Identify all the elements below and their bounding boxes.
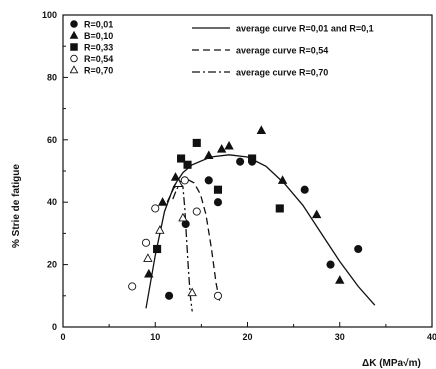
point-filled-square [177, 154, 186, 163]
point-open-circle [180, 176, 189, 185]
legend-marker-filled-triangle [69, 30, 79, 39]
point-filled-square [153, 244, 162, 254]
point-open-circle [141, 238, 151, 247]
point-filled-circle [236, 157, 245, 166]
x-tick-label: 0 [60, 332, 65, 342]
curve-legend: average curve R=0,01 and R=0,1 average cu… [192, 24, 374, 78]
point-filled-circle [326, 260, 335, 269]
point-filled-square [213, 185, 223, 194]
point-filled-square [248, 154, 257, 163]
x-tick-label: 40 [427, 332, 436, 342]
point-filled-square [192, 138, 201, 147]
y-axis-title: % Strie de fatigue [11, 164, 22, 248]
y-tick-label: 20 [47, 260, 57, 270]
plot-frame [62, 14, 433, 328]
x-axis-ticks: 0 10 20 30 40 [60, 322, 436, 342]
curve-solid [145, 154, 376, 309]
point-filled-triangle [204, 150, 214, 159]
point-open-circle [151, 204, 160, 213]
point-filled-triangle [216, 144, 227, 153]
y-axis-ticks: 0 20 40 60 80 100 [42, 10, 68, 332]
point-filled-triangle [170, 172, 181, 181]
curve-dashed [166, 178, 221, 303]
point-filled-triangle [311, 209, 322, 219]
point-open-triangle [143, 253, 153, 262]
legend-curve-label: average curve R=0,01 and R=0,1 [236, 24, 374, 34]
legend-label: R=0,01 [84, 20, 113, 30]
point-open-circle [213, 291, 223, 300]
point-filled-triangle [224, 140, 234, 150]
point-filled-triangle [335, 275, 345, 284]
point-filled-triangle [256, 125, 267, 134]
legend-marker-filled-circle [70, 20, 78, 28]
legend-curve-label: average curve R=0,54 [236, 46, 328, 56]
point-filled-circle [300, 185, 309, 194]
legend-marker-open-circle [70, 54, 78, 63]
y-tick-label: 100 [42, 10, 57, 20]
point-filled-square [183, 160, 192, 169]
legend-marker-open-triangle [69, 65, 79, 74]
legend-label: R=0,54 [84, 54, 113, 64]
point-filled-circle [165, 291, 174, 300]
average-curves [145, 154, 376, 312]
legend-label: R=0,70 [84, 66, 113, 76]
point-open-triangle [173, 178, 184, 187]
point-filled-square [275, 204, 284, 213]
data-points [128, 125, 363, 300]
plot-border [62, 14, 433, 328]
point-filled-circle [213, 198, 223, 207]
y-tick-label: 0 [52, 322, 57, 332]
legend-label: B=0,10 [84, 31, 113, 41]
x-tick-label: 10 [150, 332, 160, 342]
point-open-triangle [155, 225, 165, 234]
point-open-circle [192, 207, 201, 216]
point-filled-triangle [157, 197, 168, 206]
point-filled-circle [181, 219, 190, 229]
legend-marker-filled-square [70, 43, 78, 51]
point-filled-circle [354, 244, 363, 254]
legend-curve-label: average curve R=0,70 [236, 68, 328, 78]
x-tick-label: 30 [335, 332, 345, 342]
y-tick-label: 80 [47, 72, 57, 82]
x-axis-title: ΔK (MPa√m) [362, 358, 421, 369]
point-filled-triangle [144, 268, 154, 278]
curve-dash-dot [172, 182, 193, 312]
marker-legend: R=0,01B=0,10 R=0,33R=0,54 R=0,70 [69, 20, 113, 76]
point-open-triangle [178, 212, 188, 222]
point-open-circle [128, 282, 137, 291]
legend-label: R=0,33 [84, 43, 113, 53]
point-filled-circle [204, 176, 213, 185]
point-filled-triangle [277, 175, 288, 184]
y-tick-label: 40 [47, 197, 57, 207]
y-tick-label: 60 [47, 135, 57, 145]
x-tick-label: 20 [242, 332, 252, 342]
point-open-triangle [187, 287, 197, 297]
